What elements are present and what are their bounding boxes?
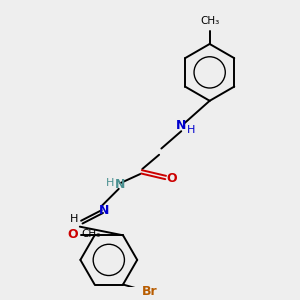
Text: Br: Br	[142, 285, 158, 298]
Text: O: O	[67, 228, 78, 241]
Text: O: O	[167, 172, 177, 185]
Text: N: N	[99, 204, 109, 217]
Text: H: H	[186, 125, 195, 135]
Text: N: N	[176, 119, 186, 132]
Text: CH₃: CH₃	[200, 16, 219, 26]
Text: H: H	[106, 178, 114, 188]
Text: N: N	[115, 178, 125, 191]
Text: CH₃: CH₃	[81, 230, 101, 239]
Text: H: H	[70, 214, 78, 224]
